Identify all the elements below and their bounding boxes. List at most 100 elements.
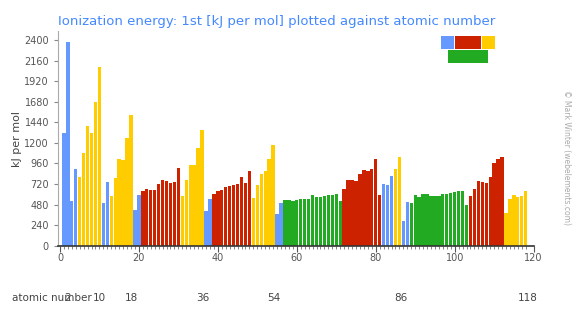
Bar <box>327 195 330 246</box>
Bar <box>129 115 133 246</box>
Bar <box>295 200 299 246</box>
Bar <box>98 67 101 246</box>
Bar <box>118 159 121 246</box>
Bar <box>429 196 433 246</box>
Text: 18: 18 <box>125 293 138 303</box>
Bar <box>157 184 160 246</box>
Bar <box>496 159 500 246</box>
Bar <box>524 191 527 246</box>
Bar <box>477 181 480 246</box>
Bar <box>350 180 354 246</box>
Bar <box>180 196 184 246</box>
Bar <box>204 211 208 246</box>
Bar <box>141 192 144 246</box>
Bar <box>114 178 117 246</box>
Bar <box>488 177 492 246</box>
Bar <box>133 210 137 246</box>
Bar <box>520 196 523 246</box>
Bar <box>90 133 93 246</box>
Bar <box>448 50 461 63</box>
Bar <box>82 152 85 246</box>
Bar <box>125 139 129 246</box>
Bar <box>244 183 247 246</box>
Bar <box>516 197 520 246</box>
Bar <box>370 169 374 246</box>
Bar <box>457 191 461 246</box>
Bar <box>322 196 326 246</box>
Bar <box>354 180 358 246</box>
Bar <box>236 184 240 246</box>
Bar <box>169 183 172 246</box>
Bar <box>475 50 488 63</box>
Bar <box>208 199 212 246</box>
Text: 118: 118 <box>518 293 538 303</box>
Bar <box>303 199 306 246</box>
Bar <box>94 102 97 246</box>
Bar <box>177 168 180 246</box>
Bar <box>271 146 275 246</box>
Bar <box>346 180 350 246</box>
Bar <box>394 169 397 246</box>
Bar <box>153 190 157 246</box>
Bar <box>501 157 503 246</box>
Bar <box>455 36 467 49</box>
Bar <box>102 203 105 246</box>
Bar <box>409 203 413 246</box>
Text: 2: 2 <box>64 293 71 303</box>
Bar <box>263 171 267 246</box>
Bar <box>193 165 196 246</box>
Bar <box>260 174 263 246</box>
Bar <box>70 201 74 246</box>
Bar <box>484 183 488 246</box>
Bar <box>441 194 444 246</box>
Bar <box>405 202 409 246</box>
Text: 86: 86 <box>394 293 408 303</box>
Bar <box>78 177 81 246</box>
Bar <box>482 36 495 49</box>
Bar <box>469 36 481 49</box>
Bar <box>469 196 472 246</box>
Bar <box>149 190 153 246</box>
Bar <box>276 214 279 246</box>
Bar <box>212 194 216 246</box>
Text: © Mark Winter (webelements.com): © Mark Winter (webelements.com) <box>562 90 571 225</box>
Bar <box>378 195 381 246</box>
Bar <box>110 196 113 246</box>
Bar <box>291 201 295 246</box>
Bar <box>252 198 255 246</box>
Bar <box>86 126 89 246</box>
Bar <box>461 191 464 246</box>
Bar <box>386 186 389 246</box>
Bar <box>287 200 291 246</box>
Bar <box>433 196 437 246</box>
Bar <box>402 220 405 246</box>
Bar <box>481 182 484 246</box>
Bar <box>228 186 231 246</box>
Bar <box>425 194 429 246</box>
Text: atomic number: atomic number <box>12 293 92 303</box>
Bar <box>362 170 365 246</box>
Bar <box>449 193 452 246</box>
Bar <box>307 199 310 246</box>
Y-axis label: kJ per mol: kJ per mol <box>12 111 21 167</box>
Bar <box>358 174 361 246</box>
Bar <box>418 197 421 246</box>
Bar <box>283 200 287 246</box>
Bar <box>319 197 322 246</box>
Bar <box>465 205 468 246</box>
Bar <box>437 196 441 246</box>
Bar <box>374 159 378 246</box>
Bar <box>232 185 235 246</box>
Text: 10: 10 <box>93 293 106 303</box>
Bar <box>366 171 369 246</box>
Bar <box>315 197 318 246</box>
Bar <box>216 191 219 246</box>
Text: 36: 36 <box>196 293 209 303</box>
Bar <box>184 180 188 246</box>
Bar <box>342 189 346 246</box>
Bar <box>331 195 334 246</box>
Bar <box>441 36 454 49</box>
Bar <box>462 50 474 63</box>
Bar <box>200 130 204 246</box>
Text: Ionization energy: 1st [kJ per mol] plotted against atomic number: Ionization energy: 1st [kJ per mol] plot… <box>58 14 495 27</box>
